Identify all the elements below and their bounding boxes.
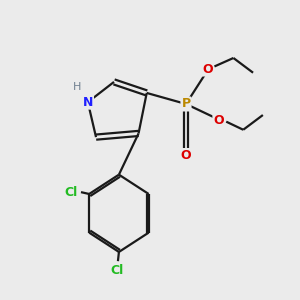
Text: Cl: Cl [64, 186, 78, 199]
Text: N: N [83, 96, 93, 109]
Text: H: H [73, 82, 82, 92]
Text: Cl: Cl [111, 264, 124, 277]
Text: O: O [181, 149, 191, 162]
Text: O: O [213, 114, 224, 127]
Text: O: O [202, 62, 213, 76]
Text: P: P [182, 98, 190, 110]
